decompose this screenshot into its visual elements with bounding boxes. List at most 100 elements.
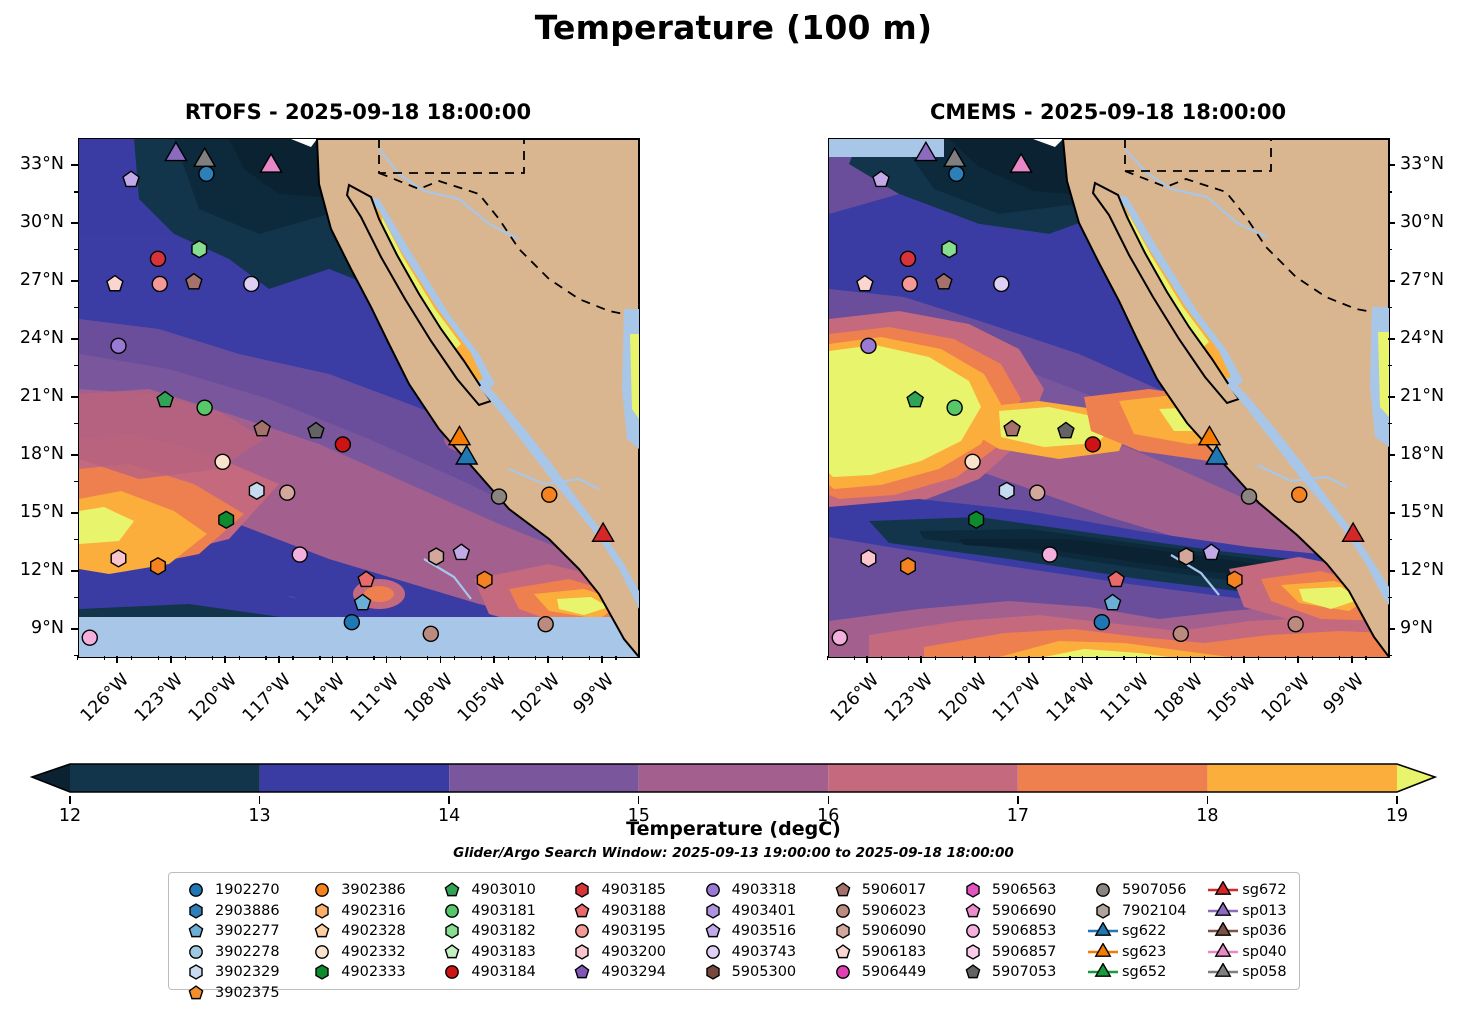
legend-item[interactable]: 3902329 (179, 962, 305, 983)
legend-item[interactable]: 5907053 (956, 962, 1086, 983)
x-tick-minor (907, 656, 910, 660)
x-tick-major (385, 656, 388, 663)
colorbar-band (449, 764, 639, 792)
legend-item[interactable]: 4903182 (435, 921, 565, 942)
legend-item[interactable]: 3902375 (179, 983, 305, 1004)
x-tick-minor (211, 656, 213, 660)
legend-item[interactable]: 5906857 (956, 942, 1086, 963)
legend-item[interactable]: sp013 (1206, 901, 1293, 922)
y-tick-minor (1388, 365, 1392, 367)
legend-item[interactable]: 5906183 (826, 942, 956, 963)
x-tick-minor (853, 656, 856, 660)
legend-marker-pentagon (565, 902, 599, 920)
map-marker (122, 170, 140, 188)
legend-item[interactable]: sp058 (1206, 962, 1293, 983)
legend-item[interactable]: 5906690 (956, 901, 1086, 922)
legend-item[interactable]: 4903195 (565, 921, 695, 942)
legend-marker-triangle-line (1206, 963, 1240, 981)
x-tick-minor (880, 656, 883, 660)
legend-column: 4903185 4903188 4903195 4903200 4903294 (565, 880, 695, 1003)
legend-item[interactable]: 7902104 (1086, 901, 1206, 922)
x-tick-major (493, 656, 495, 663)
colorbar-tick-label: 13 (248, 806, 271, 826)
x-tick-major (1297, 656, 1299, 663)
legend-item[interactable]: 3902386 (305, 880, 435, 901)
legend-item[interactable]: 4903200 (565, 942, 695, 963)
colorbar-tick (258, 796, 261, 804)
legend-item[interactable]: 4902333 (305, 962, 435, 983)
legend-item[interactable]: 4902328 (305, 921, 435, 942)
panel-title-rtofs: RTOFS - 2025-09-18 18:00:00 (184, 100, 532, 124)
legend-item[interactable]: 4903185 (565, 880, 695, 901)
legend-item[interactable]: 4903188 (565, 901, 695, 922)
colorbar[interactable]: 12 13 14 15 16 17 18 19 (0, 762, 1467, 826)
legend-item[interactable]: sp036 (1206, 921, 1293, 942)
legend-item[interactable]: 4903183 (435, 942, 565, 963)
colorbar-tick (448, 796, 450, 804)
legend-item[interactable]: sg672 (1206, 880, 1293, 901)
map-marker (334, 436, 352, 453)
legend-item[interactable]: sg652 (1086, 962, 1206, 983)
map-marker (941, 239, 958, 259)
map-marker (541, 486, 558, 503)
legend-item[interactable]: 4903516 (696, 921, 826, 942)
x-tick-major (331, 656, 334, 663)
legend-label: 4903185 (601, 882, 667, 899)
legend-item[interactable]: 5906563 (956, 880, 1086, 901)
map-marker (428, 547, 445, 566)
legend-item[interactable]: 4902316 (305, 901, 435, 922)
legend-item[interactable]: 4902332 (305, 942, 435, 963)
x-tick-major (116, 656, 119, 663)
y-tick-minor (1388, 191, 1392, 193)
legend-item[interactable]: 4903294 (565, 962, 695, 983)
legend-marker-pentagon (696, 922, 730, 940)
map-marker (1291, 486, 1308, 503)
legend-marker-pentagon (565, 963, 599, 981)
y-tick-major (1388, 627, 1395, 630)
legend-item[interactable]: 1902270 (179, 880, 305, 901)
legend-label: 3902277 (215, 923, 280, 940)
legend-item[interactable]: 5905300 (696, 962, 826, 983)
legend-item[interactable]: 5906017 (826, 880, 956, 901)
map-panel-cmems[interactable] (828, 138, 1390, 658)
legend-item[interactable]: 5906023 (826, 901, 956, 922)
legend-item[interactable]: 4903184 (435, 962, 565, 983)
legend-item[interactable]: 5907056 (1086, 880, 1206, 901)
y-tick-label: 18°N (19, 443, 64, 464)
legend-item[interactable]: 5906853 (956, 921, 1086, 942)
legend-item[interactable]: 3902278 (179, 942, 305, 963)
legend-label: 4903182 (471, 923, 536, 940)
legend-item[interactable]: sp040 (1206, 942, 1293, 963)
map-marker (1202, 543, 1221, 561)
colorbar-axis-label: Temperature (degC) (626, 818, 841, 840)
map-panel-rtofs[interactable] (78, 138, 640, 658)
legend-item[interactable]: 4903318 (696, 880, 826, 901)
legend-item[interactable]: sg623 (1086, 942, 1206, 963)
legend-item[interactable]: 4903743 (696, 942, 826, 963)
map-marker (1093, 614, 1111, 631)
map-marker (422, 625, 439, 643)
colorbar-tick-label: 19 (1385, 806, 1409, 826)
y-tick-minor (74, 539, 78, 541)
legend-marker-triangle-line (1206, 942, 1240, 961)
legend-item[interactable]: sg622 (1086, 921, 1206, 942)
y-tick-label: 33°N (1400, 154, 1445, 175)
legend-item[interactable]: 4903010 (435, 880, 565, 901)
map-marker (259, 152, 283, 173)
map-marker (106, 274, 124, 292)
platform-legend[interactable]: 1902270 2903886 3902277 3902278 3902329 39023… (168, 872, 1300, 1001)
colorbar-band (638, 764, 829, 792)
legend-marker-hexagon (565, 943, 599, 961)
y-tick-minor (1388, 597, 1392, 599)
map-marker (149, 556, 166, 576)
legend-item[interactable]: 5906449 (826, 962, 956, 983)
y-tick-label: 12°N (19, 559, 64, 580)
legend-marker-circle (179, 943, 213, 961)
legend-item[interactable]: 5906090 (826, 921, 956, 942)
search-window-text: Glider/Argo Search Window: 2025-09-13 19… (453, 845, 1014, 861)
legend-item[interactable]: 4903401 (696, 901, 826, 922)
legend-item[interactable]: 2903886 (179, 901, 305, 922)
legend-label: 4903516 (731, 923, 797, 940)
legend-item[interactable]: 3902277 (179, 921, 305, 942)
legend-item[interactable]: 4903181 (435, 901, 565, 922)
